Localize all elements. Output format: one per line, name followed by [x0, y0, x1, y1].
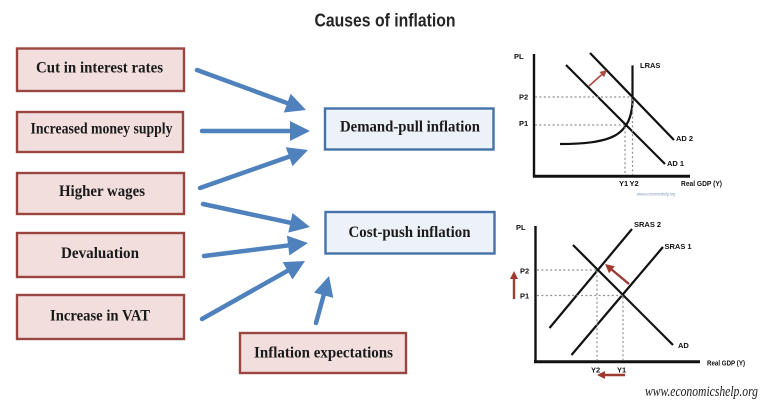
svg-text:Y1: Y1	[617, 366, 626, 375]
svg-text:www.economicshelp.org: www.economicshelp.org	[645, 384, 758, 400]
svg-text:Real GDP (Y): Real GDP (Y)	[681, 179, 722, 188]
svg-text:P2: P2	[520, 267, 529, 276]
svg-text:Inflation expectations: Inflation expectations	[254, 345, 393, 362]
svg-text:Devaluation: Devaluation	[61, 245, 139, 262]
svg-text:P1: P1	[519, 119, 528, 128]
svg-text:AD 1: AD 1	[667, 159, 684, 168]
svg-text:Cut in interest rates: Cut in interest rates	[36, 60, 163, 77]
svg-text:Increased money supply: Increased money supply	[31, 121, 173, 138]
svg-text:Y2: Y2	[591, 366, 600, 375]
svg-text:Higher wages: Higher wages	[59, 183, 145, 200]
svg-text:Causes of inflation: Causes of inflation	[315, 11, 456, 31]
svg-text:P1: P1	[520, 292, 529, 301]
svg-text:AD 2: AD 2	[676, 134, 693, 143]
svg-text:Y1: Y1	[619, 179, 628, 188]
svg-text:AD: AD	[678, 341, 689, 350]
svg-text:Increase in VAT: Increase in VAT	[50, 308, 150, 325]
svg-text:PL: PL	[514, 52, 524, 61]
svg-text:LRAS: LRAS	[640, 61, 660, 70]
svg-text:Real GDP (Y): Real GDP (Y)	[707, 359, 745, 368]
svg-text:www.economicshelp.org: www.economicshelp.org	[637, 192, 675, 197]
svg-text:P2: P2	[519, 93, 528, 102]
svg-text:SRAS 1: SRAS 1	[665, 242, 692, 251]
svg-text:SRAS 2: SRAS 2	[634, 220, 661, 229]
svg-text:Cost-push inflation: Cost-push inflation	[349, 224, 471, 241]
svg-text:PL: PL	[516, 223, 526, 232]
svg-text:Demand-pull inflation: Demand-pull inflation	[340, 119, 480, 136]
svg-text:Y2: Y2	[630, 179, 639, 188]
